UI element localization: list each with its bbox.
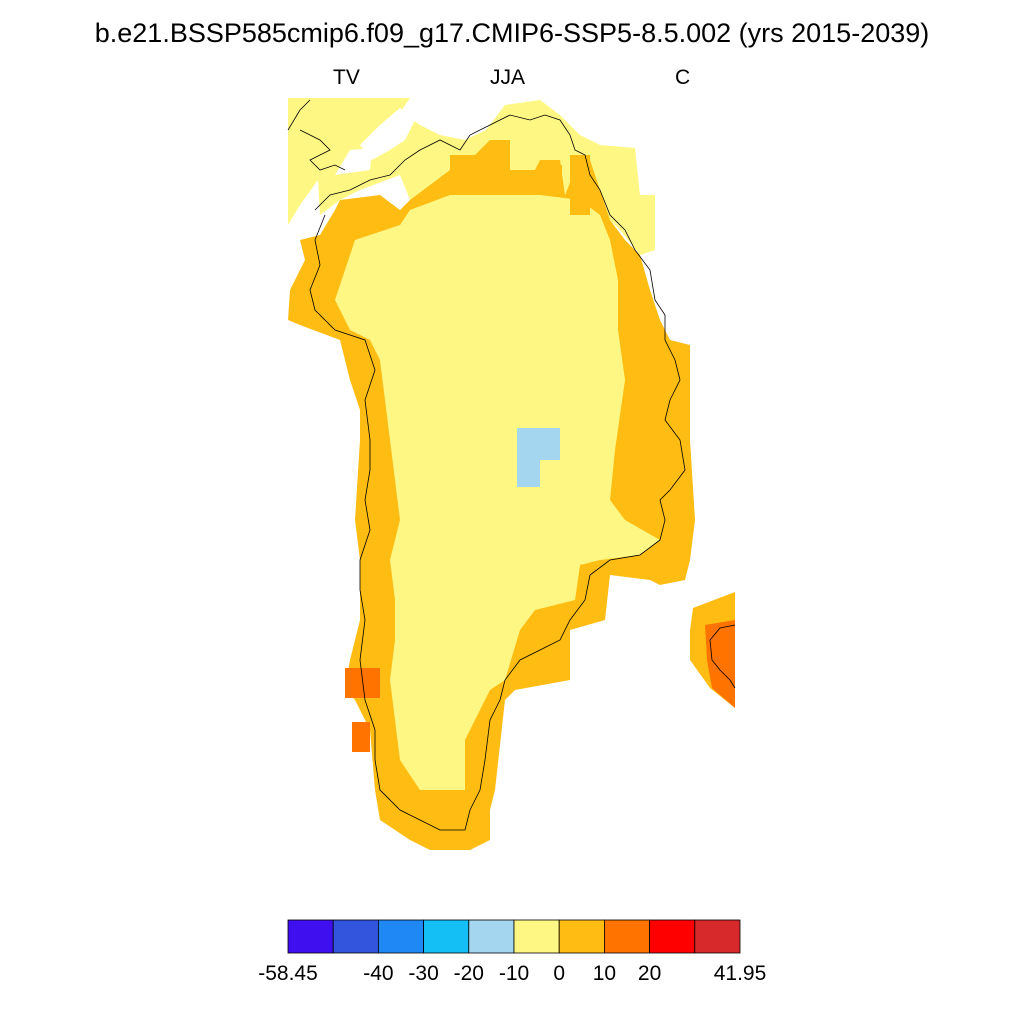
colorbar-box (694, 919, 741, 954)
colorbar-box (604, 919, 651, 954)
nw-gap (360, 108, 415, 160)
subtitle-left: TV (333, 66, 360, 89)
greenland-coastline (287, 99, 686, 831)
colorbar-tick-label: -30 (408, 962, 439, 985)
nw-gap-2 (335, 148, 372, 175)
colorbar-tick-label: 10 (592, 962, 617, 985)
colorbar-box (513, 919, 560, 954)
ice-sheet-region (335, 195, 660, 790)
colorbar (287, 919, 741, 954)
iceland-coastline (709, 624, 736, 689)
interior-blue-cell (517, 428, 560, 487)
colorbar-tick-label: -40 (363, 962, 394, 985)
north-notch-3 (570, 155, 590, 215)
colorbar-tick-label: 0 (553, 962, 566, 985)
colorbar-box (558, 919, 605, 954)
north-notch-2 (537, 165, 562, 195)
subtitle-center: JJA (490, 66, 526, 89)
colorbar-tick-label: 41.95 (713, 962, 767, 985)
colorbar-tick-label: -58.45 (258, 962, 318, 985)
colorbar-tick-label: -20 (453, 962, 484, 985)
colorbar-box (649, 919, 696, 954)
iceland-dark (705, 620, 735, 708)
north-notch-1 (450, 155, 490, 193)
map-field (288, 98, 735, 850)
colorbar-box (332, 919, 379, 954)
subtitle-right: C (675, 66, 691, 89)
coastline (287, 99, 736, 831)
colorbar-box (377, 919, 424, 954)
colorbar-tick-label: 20 (637, 962, 662, 985)
colorbar-box (287, 919, 334, 954)
colorbar-tick-label: -10 (498, 962, 530, 985)
colorbar-box (468, 919, 515, 954)
sw-dark-cell-2 (352, 722, 370, 752)
colorbar-box (423, 919, 470, 954)
plot-title: b.e21.BSSP585cmip6.f09_g17.CMIP6-SSP5-8.… (94, 18, 930, 48)
nw-land-region (288, 98, 410, 225)
